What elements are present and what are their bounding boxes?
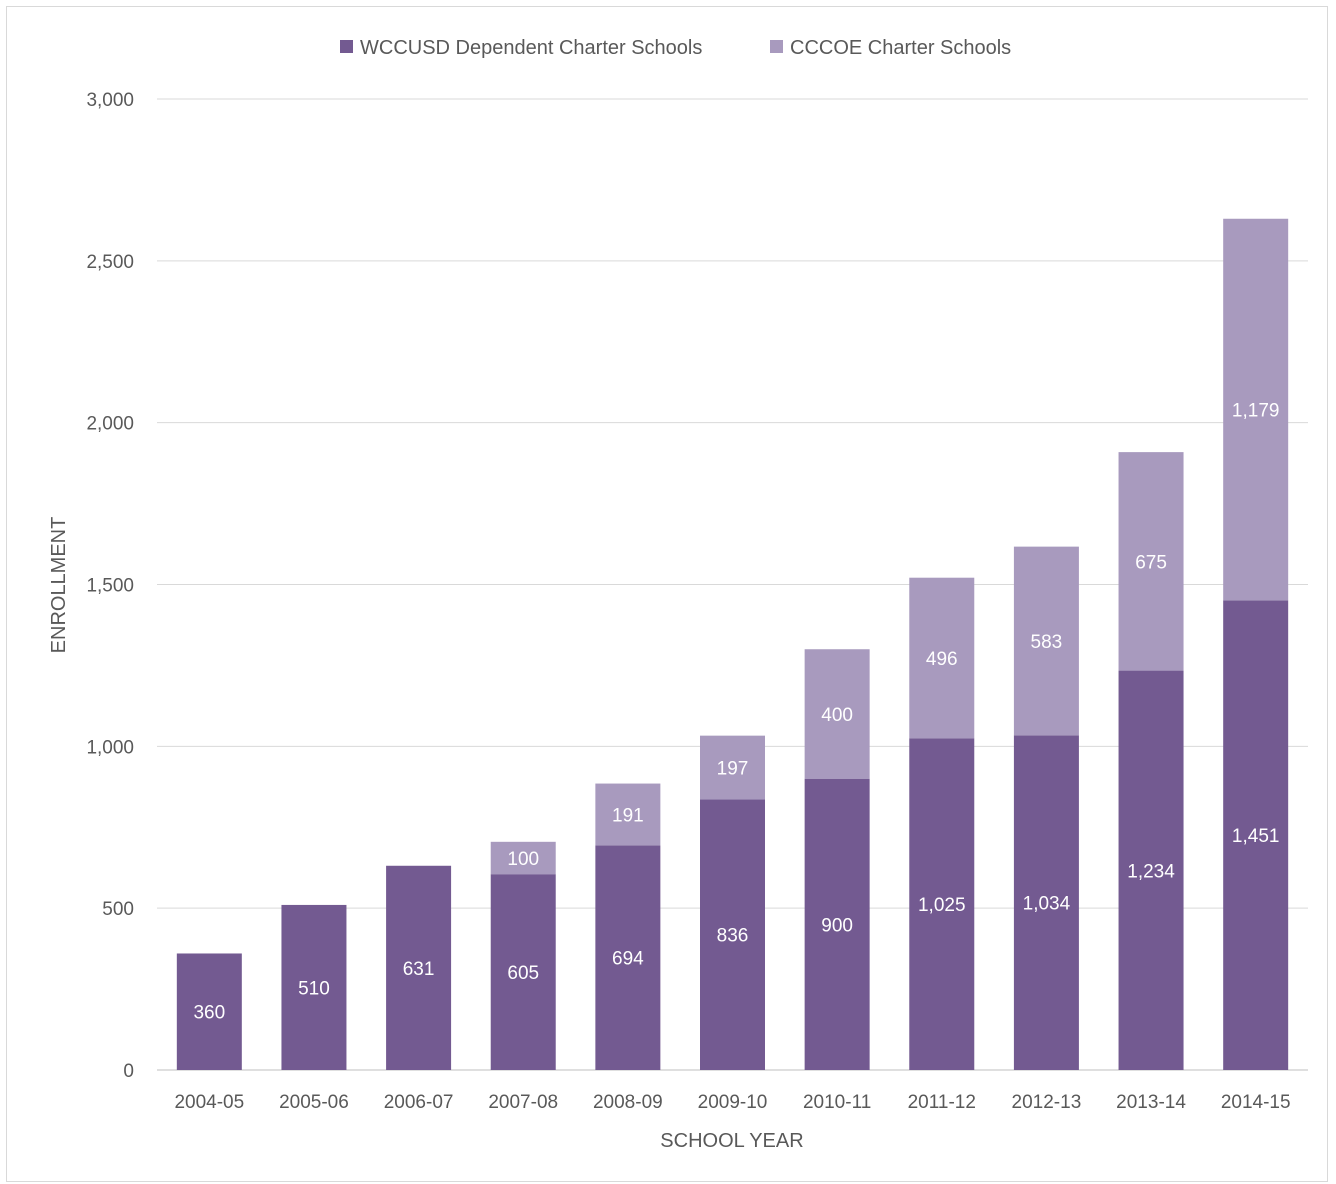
legend-swatch: [340, 40, 353, 53]
x-tick-label: 2012-13: [1012, 1092, 1082, 1113]
bar-wccusd: [386, 865, 452, 1070]
data-label: 1,451: [1232, 826, 1280, 847]
data-label: 694: [612, 949, 644, 970]
x-axis-ticks: 2004-05 2005-06 2006-07 2007-08 2008-09 2009-…: [174, 1092, 1290, 1113]
x-tick-label: 2006-07: [384, 1092, 454, 1113]
data-label: 1,025: [918, 895, 966, 916]
bar-cccoe: [595, 783, 661, 846]
bar-cccoe: [700, 735, 765, 800]
x-tick-label: 2009-10: [698, 1092, 768, 1113]
y-tick-label: 2,500: [86, 252, 134, 273]
data-label: 510: [298, 978, 330, 999]
x-tick-label: 2010-11: [803, 1092, 871, 1113]
data-label: 360: [193, 1003, 225, 1024]
bar-wccusd: [176, 953, 242, 1070]
y-tick-label: 3,000: [86, 90, 134, 111]
y-axis-title: ENROLLMENT: [48, 517, 70, 654]
bar-cccoe: [1118, 452, 1184, 671]
bar-wccusd: [1013, 735, 1079, 1070]
x-tick-label: 2007-08: [488, 1092, 558, 1113]
data-label: 197: [717, 759, 749, 780]
bars: 360 510 631 605 100 694 191 836 197 900 400 1,025 49…: [176, 218, 1289, 1070]
bar-wccusd: [804, 778, 870, 1070]
bar-wccusd: [1118, 670, 1184, 1070]
x-tick-label: 2014-15: [1221, 1092, 1291, 1113]
y-tick-label: 1,000: [86, 737, 134, 758]
x-tick-label: 2005-06: [279, 1092, 349, 1113]
data-label: 100: [507, 849, 539, 870]
bar-wccusd: [1223, 600, 1289, 1070]
bar-wccusd: [909, 738, 975, 1070]
bar-cccoe: [1013, 546, 1079, 736]
x-tick-label: 2008-09: [593, 1092, 663, 1113]
y-tick-label: 500: [102, 899, 134, 920]
data-label: 1,034: [1023, 894, 1071, 915]
data-label: 836: [717, 926, 749, 947]
y-tick-label: 1,500: [86, 576, 134, 597]
bar-cccoe: [804, 649, 870, 779]
bar-wccusd: [490, 874, 556, 1070]
data-label: 191: [612, 805, 644, 826]
y-axis-ticks: 0 500 1,000 1,500 2,000 2,500 3,000: [86, 90, 134, 1082]
y-tick-label: 0: [123, 1061, 134, 1082]
x-axis-title: SCHOOL YEAR: [660, 1130, 803, 1152]
data-label: 900: [821, 915, 853, 936]
bar-cccoe: [1223, 218, 1289, 601]
data-label: 583: [1031, 632, 1063, 653]
bar-wccusd: [281, 904, 347, 1070]
bar-wccusd: [700, 799, 765, 1070]
data-label: 1,234: [1127, 861, 1175, 882]
legend-swatch: [770, 40, 783, 53]
data-label: 1,179: [1232, 401, 1280, 422]
data-label: 631: [403, 959, 435, 980]
x-tick-label: 2013-14: [1116, 1092, 1186, 1113]
bar-cccoe: [490, 841, 556, 875]
legend: WCCUSD Dependent Charter Schools CCCOE Ch…: [340, 37, 1011, 59]
data-label: 675: [1135, 552, 1167, 573]
legend-label: WCCUSD Dependent Charter Schools: [360, 37, 702, 59]
legend-label: CCCOE Charter Schools: [790, 37, 1011, 59]
data-label: 496: [926, 649, 958, 670]
data-label: 605: [507, 963, 539, 984]
bar-cccoe: [909, 577, 975, 739]
data-label: 400: [821, 705, 853, 726]
bar-wccusd: [595, 845, 661, 1070]
x-tick-label: 2004-05: [174, 1092, 244, 1113]
y-tick-label: 2,000: [86, 414, 134, 435]
gridlines: [157, 98, 1308, 1071]
x-tick-label: 2011-12: [908, 1092, 976, 1113]
